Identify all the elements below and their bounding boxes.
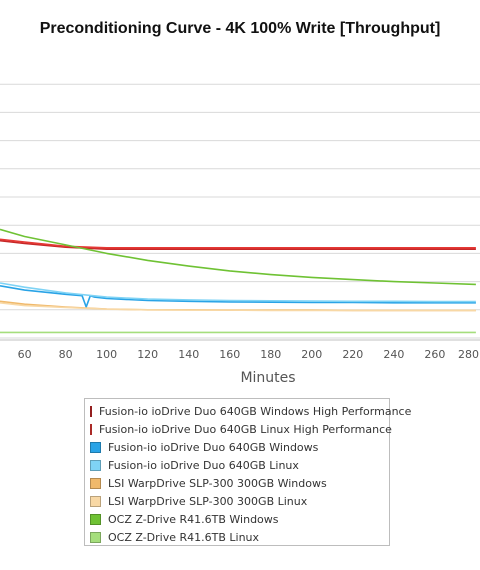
legend-item: Fusion-io ioDrive Duo 640GB Windows [90, 438, 389, 456]
x-tick-label: 280 [458, 348, 479, 361]
x-axis: 60 80 100 120 140 160 180 200 220 240 260 280 [0, 339, 480, 361]
legend-label: Fusion-io ioDrive Duo 640GB Linux [108, 458, 299, 472]
x-tick-label: 200 [301, 348, 322, 361]
x-tick-label: 180 [260, 348, 281, 361]
x-tick-label: 80 [59, 348, 73, 361]
legend-swatch [90, 405, 92, 417]
legend-swatch [90, 495, 101, 507]
legend-swatch [90, 531, 101, 543]
legend-label: Fusion-io ioDrive Duo 640GB Linux High P… [99, 422, 392, 436]
legend-swatch [90, 477, 101, 489]
legend-label: Fusion-io ioDrive Duo 640GB Windows [108, 440, 319, 454]
series-line-7 [0, 228, 476, 286]
legend-label: OCZ Z-Drive R41.6TB Linux [108, 530, 260, 544]
x-tick-label: 160 [219, 348, 240, 361]
legend-item: OCZ Z-Drive R41.6TB Linux [90, 528, 389, 546]
plot-area: 60 80 100 120 140 160 180 200 220 240 260 280 Minut… [0, 83, 480, 386]
x-tick-label: 260 [424, 348, 445, 361]
series-line-1 [0, 239, 476, 250]
legend-item: LSI WarpDrive SLP-300 300GB Linux [90, 492, 389, 510]
legend-swatch [90, 441, 101, 453]
series-line-3 [0, 285, 476, 308]
x-tick-label: 60 [18, 348, 32, 361]
x-tick-label: 140 [178, 348, 199, 361]
x-tick-label: 240 [383, 348, 404, 361]
series-lines [0, 228, 476, 334]
legend-label: Fusion-io ioDrive Duo 640GB Windows High… [99, 404, 412, 418]
legend-swatch [90, 459, 101, 471]
x-tick-label: 120 [137, 348, 158, 361]
legend-label: LSI WarpDrive SLP-300 300GB Linux [108, 494, 308, 508]
legend-swatch [90, 423, 92, 435]
legend-item: Fusion-io ioDrive Duo 640GB Linux [90, 456, 389, 474]
legend-swatch [90, 513, 101, 525]
x-tick-label: 100 [96, 348, 117, 361]
legend-item: OCZ Z-Drive R41.6TB Windows [90, 510, 389, 528]
series-line-2 [0, 238, 476, 249]
legend-item: Fusion-io ioDrive Duo 640GB Windows High… [90, 402, 411, 420]
series-line-6 [0, 302, 476, 312]
x-axis-title: Minutes [240, 370, 295, 386]
legend-item: Fusion-io ioDrive Duo 640GB Linux High P… [90, 420, 392, 438]
series-line-4 [0, 282, 476, 303]
chart-title: Preconditioning Curve - 4K 100% Write [T… [39, 20, 441, 37]
x-tick-label: 220 [342, 348, 363, 361]
legend-item: LSI WarpDrive SLP-300 300GB Windows [90, 474, 389, 492]
legend-label: OCZ Z-Drive R41.6TB Windows [108, 512, 279, 526]
legend-label: LSI WarpDrive SLP-300 300GB Windows [108, 476, 327, 490]
legend: Fusion-io ioDrive Duo 640GB Windows High… [84, 398, 411, 546]
